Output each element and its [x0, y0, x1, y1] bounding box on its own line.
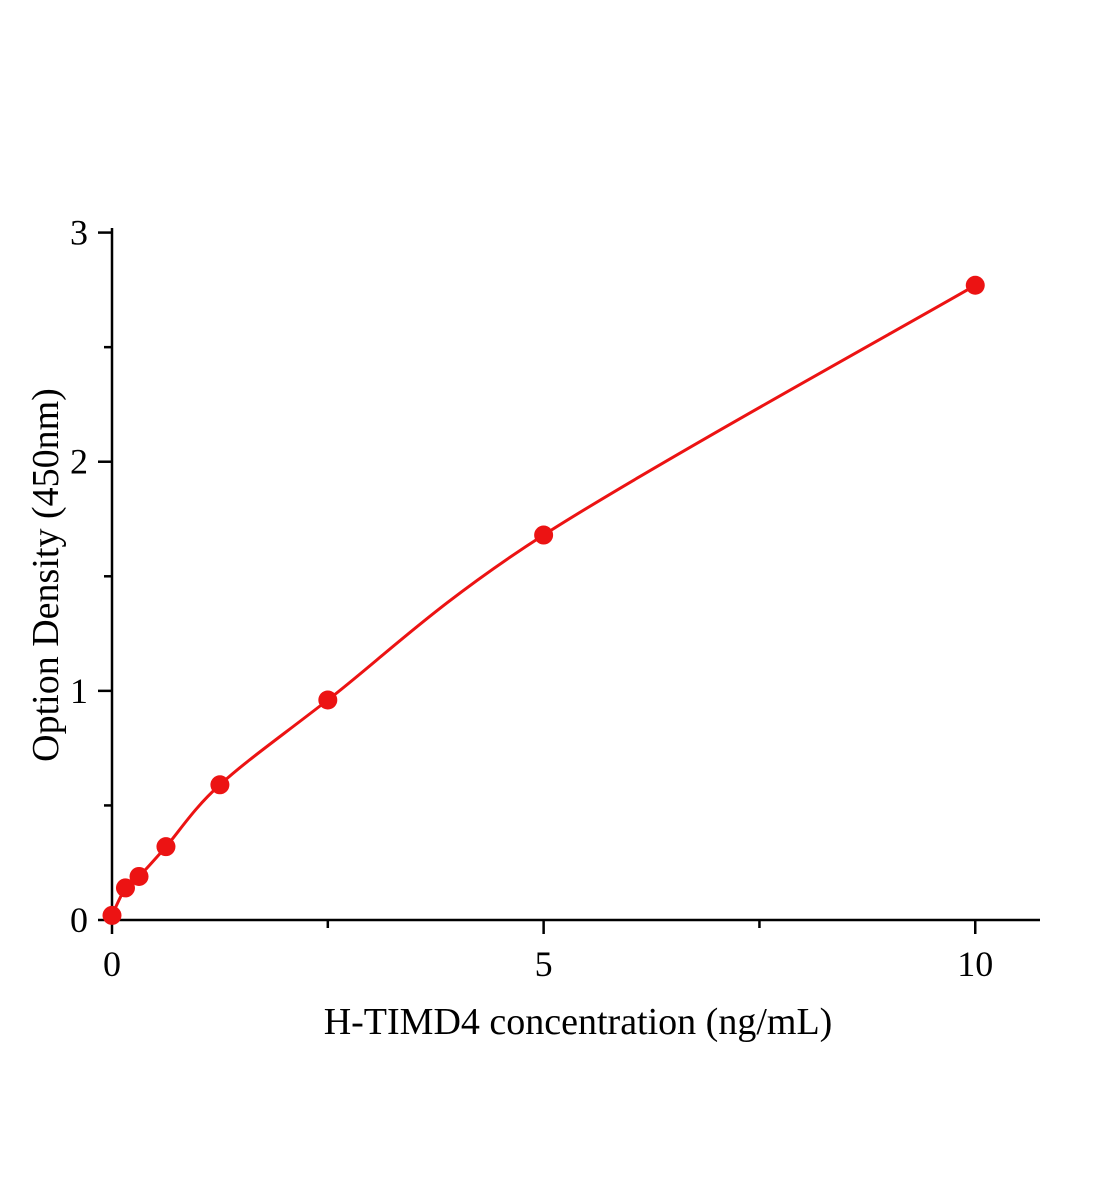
data-point: [156, 837, 176, 857]
x-tick-label: 10: [957, 944, 993, 984]
y-tick-label: 1: [70, 671, 88, 711]
data-point: [210, 775, 230, 795]
data-point: [129, 866, 149, 886]
data-point: [102, 905, 122, 925]
x-axis-label: H-TIMD4 concentration (ng/mL): [323, 1001, 833, 1043]
data-point: [534, 525, 554, 545]
y-axis-label: Option Density (450nm): [25, 388, 67, 762]
fit-curve: [110, 284, 977, 917]
data-point: [965, 275, 985, 295]
x-tick-label: 0: [103, 944, 121, 984]
x-tick-label: 5: [535, 944, 553, 984]
data-point: [115, 878, 135, 898]
data-point: [318, 690, 338, 710]
y-tick-label: 0: [70, 900, 88, 940]
y-tick-label: 3: [70, 213, 88, 253]
y-tick-label: 2: [70, 442, 88, 482]
